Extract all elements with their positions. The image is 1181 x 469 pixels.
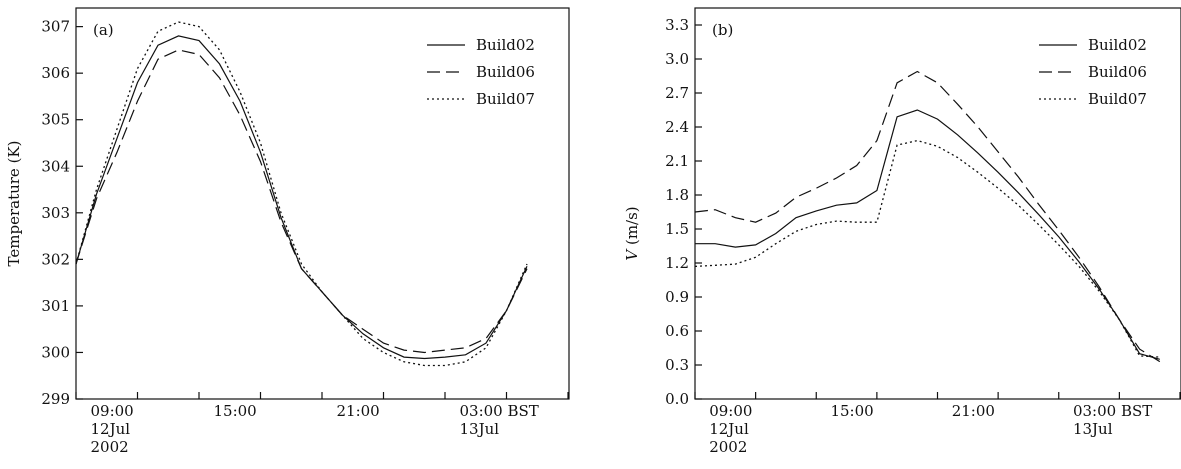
y-tick-label: 306 [41,64,70,82]
y-tick-label: 2.4 [665,118,689,136]
x-tick-label: 15:00 [214,402,257,420]
panel-label: (b) [712,21,733,39]
y-tick-label: 1.5 [665,220,689,238]
y-tick-label: 304 [41,157,70,175]
series-line-build06 [694,70,1161,363]
y-tick-label: 0.9 [665,288,689,306]
legend-label-build07: Build07 [1088,90,1147,108]
x-tick-label: 09:00 [91,402,134,420]
legend-label-build06: Build06 [476,63,535,81]
legend-label-build02: Build02 [476,36,535,54]
y-axis-title: V (m/s) [623,206,641,260]
x-tick-label: 03:00 BST [1073,402,1152,420]
y-tick-label: 0.3 [665,356,689,374]
chart-panel-b: 0.0 0.3 0.6 0.9 1.2 1.5 1.8 2.1 2.4 2.7 3.0 3.3 09:0… [623,7,1181,456]
series-line-build02 [695,109,1160,360]
y-tick-label: 302 [41,250,70,268]
x-tick-label: 2002 [91,438,129,456]
x-tick-label: 2002 [709,438,747,456]
x-tick-label: 09:00 [709,402,752,420]
y-tick-label: 3.3 [665,16,689,34]
series-line-build07 [694,139,1160,358]
x-tick-label: 15:00 [830,402,873,420]
x-tick-label: 13Jul [1073,420,1113,438]
y-tick-label: 2.1 [665,152,689,170]
legend-label-build02: Build02 [1088,36,1147,54]
y-tick-label: 0.6 [665,322,689,340]
y-tick-label: 307 [41,18,70,36]
series-line-build02 [75,35,528,360]
y-tick-label: 299 [41,390,70,408]
y-tick-label: 305 [41,111,70,129]
y-tick-label: 1.2 [665,254,689,272]
y-tick-label: 3.0 [665,50,689,68]
legend-label-build06: Build06 [1088,63,1147,81]
y-axis-title-symbol: V [623,248,641,261]
legend-label-build07: Build07 [476,90,535,108]
y-tick-label: 301 [41,297,70,315]
series-line-build07 [75,21,528,367]
y-tick-label: 2.7 [665,84,689,102]
series-line-build06 [75,49,528,354]
y-tick-label: 303 [41,204,70,222]
x-tick-label: 03:00 BST [460,402,539,420]
x-tick-label: 21:00 [337,402,380,420]
y-tick-label: 1.8 [665,186,689,204]
x-tick-label: 12Jul [91,420,131,438]
panel-label: (a) [93,21,114,39]
chart-panel-a: 299 300 301 302 303 304 305 306 307 09:0012Jul200… [5,7,570,456]
x-tick-label: 21:00 [952,402,995,420]
y-axis-title-unit: (m/s) [623,206,641,249]
x-tick-label: 12Jul [709,420,749,438]
y-tick-label: 300 [41,343,70,361]
y-axis-title: Temperature (K) [5,141,23,267]
x-tick-label: 13Jul [460,420,500,438]
y-tick-label: 0.0 [665,390,689,408]
